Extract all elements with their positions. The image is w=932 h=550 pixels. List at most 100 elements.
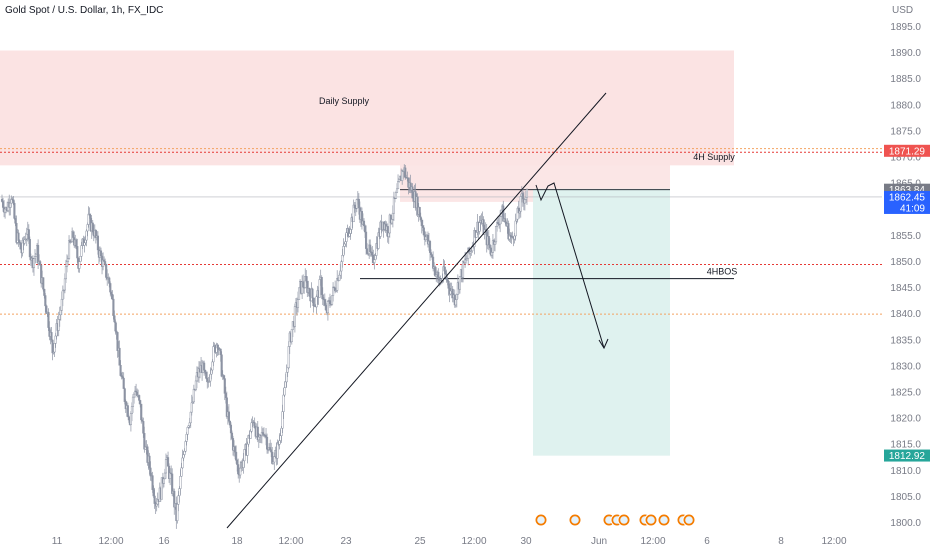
candle-body (521, 193, 524, 200)
x-tick-label: 8 (778, 536, 784, 547)
candle-body (138, 395, 141, 401)
candle-body (209, 373, 212, 382)
candle-body (515, 218, 518, 222)
candle-body (305, 276, 308, 282)
y-tick-label: 1805.0 (890, 492, 921, 503)
candle-body (140, 403, 143, 421)
candle-body (181, 457, 184, 469)
candle-body (369, 244, 372, 253)
y-tick-label: 1885.0 (890, 74, 921, 85)
candle-body (446, 279, 449, 282)
candle-body (229, 424, 233, 434)
candle-body (87, 213, 90, 225)
candle-body (119, 365, 122, 376)
candle-body (250, 422, 253, 432)
candle-body (228, 420, 231, 426)
zone-label-0: Daily Supply (319, 96, 370, 106)
candle-body (184, 441, 187, 452)
candle-body (270, 449, 273, 453)
candle-body (122, 377, 125, 389)
candle-body (394, 191, 398, 199)
candle-body (188, 422, 191, 426)
candle-body (353, 204, 356, 209)
candle-body (0, 199, 4, 202)
candle-body (475, 232, 478, 238)
candle-body (421, 225, 424, 229)
y-tick-label: 1825.0 (890, 387, 921, 398)
candle-body (321, 294, 324, 300)
trendline[interactable] (226, 92, 607, 529)
candle-body (110, 291, 113, 295)
candle-body (449, 290, 452, 295)
candle-body (343, 243, 346, 247)
candle-body (205, 372, 208, 379)
candle-body (72, 231, 75, 238)
candle-body (171, 473, 174, 494)
candle-body (155, 503, 158, 507)
y-tick-label: 1830.0 (890, 361, 921, 372)
candle-body (67, 240, 71, 259)
x-tick-label: 12:00 (461, 536, 486, 547)
candle-body (293, 306, 296, 327)
candle-body (182, 454, 185, 459)
x-tick-label: 18 (231, 536, 243, 547)
candle-body (230, 432, 234, 439)
candle-body (99, 250, 103, 257)
candle-body (478, 222, 481, 232)
candle-body (192, 388, 195, 403)
y-tick-label: 1810.0 (890, 466, 921, 477)
candle-body (387, 232, 390, 237)
candle-body (183, 450, 186, 455)
event-flag-inner (685, 516, 693, 524)
candle-body (211, 361, 214, 371)
event-flag-inner (660, 516, 668, 524)
candle-body (220, 354, 223, 377)
candle-body (33, 256, 37, 259)
candle-body (148, 455, 151, 469)
candle-body (366, 248, 369, 254)
candle-body (1, 201, 5, 208)
candle-body (326, 301, 329, 314)
x-tick-label: 12:00 (640, 536, 665, 547)
currency-label: USD (892, 5, 914, 16)
candle-body (487, 236, 490, 245)
candle-body (365, 231, 368, 249)
candle-body (269, 447, 272, 450)
x-tick-label: 12:00 (278, 536, 303, 547)
candle-body (186, 427, 189, 435)
candle-body (50, 332, 53, 341)
candle-body (371, 251, 374, 256)
projection-arrowhead (598, 338, 609, 350)
candle-body (104, 261, 107, 265)
candle-body (34, 253, 38, 257)
candle-body (12, 199, 15, 204)
zones-layer: Daily Supply 4H Supply (0, 50, 735, 456)
candle-body (431, 254, 434, 258)
y-tick-label: 1895.0 (890, 22, 921, 33)
candle-body (339, 270, 342, 276)
time-axis[interactable]: 11 12:00 16 18 12:00 23 25 12:00 30 Jun 12:00 6 8 12:… (52, 536, 847, 547)
candle-body (58, 314, 61, 320)
candle-body (398, 179, 401, 182)
candle-body (494, 226, 498, 243)
candle-body (261, 432, 264, 435)
projection-path[interactable] (535, 182, 605, 349)
candle-body (296, 299, 300, 308)
candle-body (345, 232, 348, 242)
y-tick-label: 1875.0 (890, 126, 921, 137)
candle-body (127, 416, 130, 421)
zone-0 (0, 50, 734, 166)
candle-body (276, 442, 279, 459)
candle-body (152, 489, 155, 497)
candle-body (23, 239, 26, 244)
candle-body (178, 488, 181, 497)
candle-body (57, 319, 60, 331)
candle-body (418, 207, 421, 218)
candle-body (149, 467, 152, 477)
candle-body (223, 378, 226, 394)
candle-body (443, 266, 446, 272)
candle-body (91, 222, 94, 233)
price-tag-text-0: 1871.29 (889, 146, 926, 157)
candle-body (83, 242, 86, 246)
